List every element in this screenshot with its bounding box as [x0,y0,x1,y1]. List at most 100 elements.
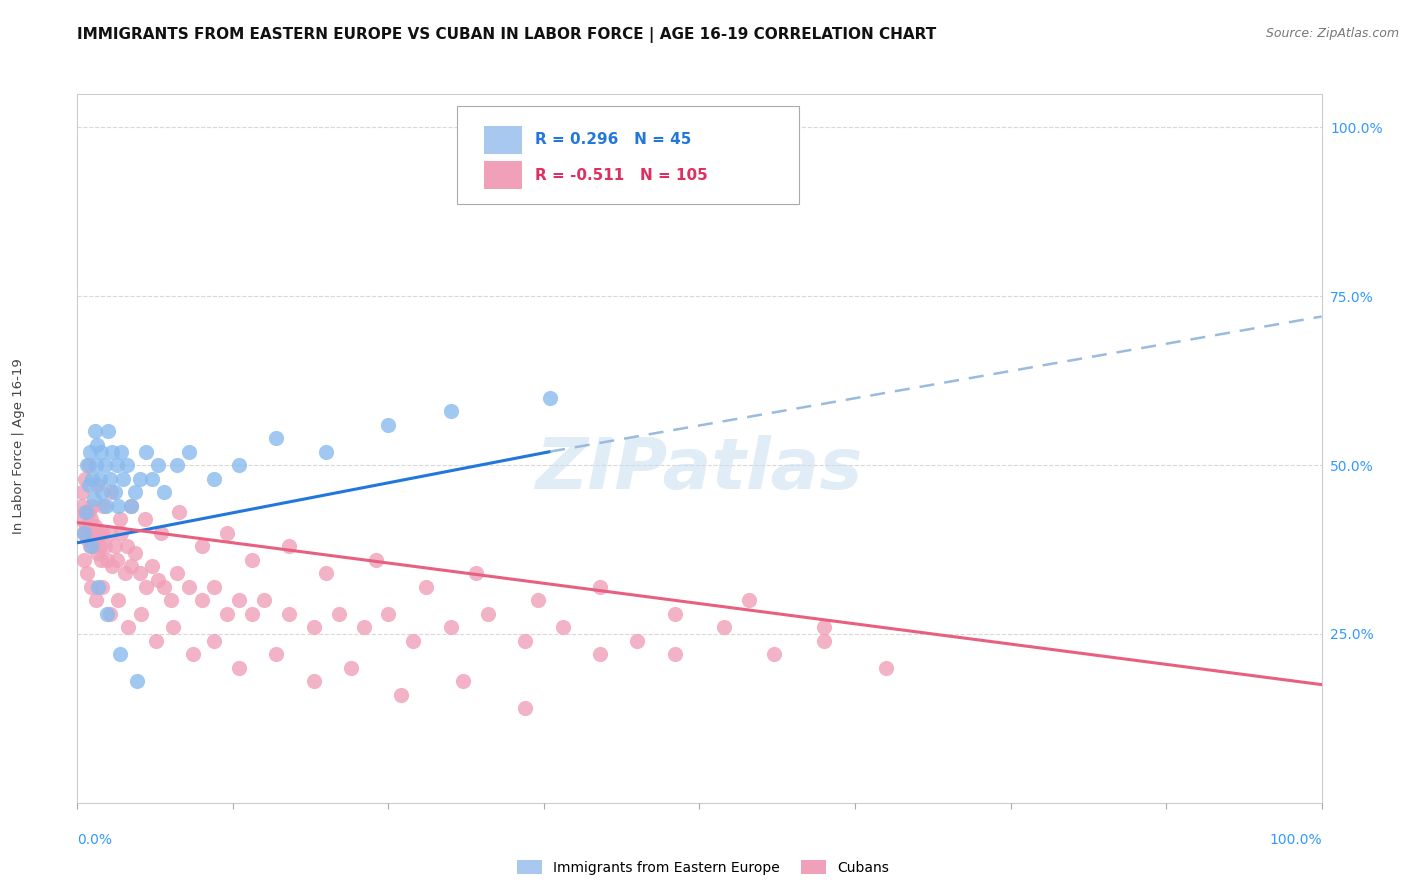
Point [202,580,225,594]
Text: Source: ZipAtlas.com: Source: ZipAtlas.com [1265,27,1399,40]
Point [84,458,107,472]
Point [108,647,131,661]
Point [464,566,486,581]
Point [134,512,156,526]
Point [117,620,139,634]
Point [526,593,548,607]
Point [112,472,135,486]
Point [149,525,172,540]
Point [90,444,112,458]
Point [179,444,201,458]
Point [89,472,111,486]
Point [440,404,463,418]
Point [75,505,97,519]
Point [72,552,94,566]
Point [89,539,111,553]
Point [86,478,108,492]
Point [86,438,108,452]
Point [90,552,112,566]
Text: In Labor Force | Age 16-19: In Labor Force | Age 16-19 [11,358,25,534]
Point [166,458,188,472]
Point [77,505,100,519]
Point [105,458,128,472]
Point [538,391,561,405]
Point [135,444,157,458]
Point [120,499,142,513]
Point [82,499,104,513]
Point [110,444,132,458]
Point [141,559,163,574]
Point [377,607,399,621]
Point [93,458,115,472]
Point [124,485,146,500]
Point [83,491,105,506]
Point [77,458,100,472]
Point [141,472,163,486]
Point [128,566,150,581]
Point [115,458,138,472]
Point [589,647,612,661]
Point [135,580,157,594]
Point [515,633,537,648]
Point [87,580,110,594]
Point [104,539,127,553]
Point [98,607,121,621]
Point [120,559,142,574]
Point [80,512,103,526]
Point [105,552,128,566]
Point [240,552,263,566]
Point [713,620,735,634]
Point [415,580,437,594]
Point [763,647,786,661]
Point [124,546,146,560]
Point [153,485,176,500]
Point [104,485,127,500]
Point [353,620,375,634]
Point [75,519,97,533]
Point [377,417,399,432]
Point [181,647,204,661]
Point [86,546,108,560]
Point [110,525,132,540]
Point [202,472,225,486]
Point [228,593,250,607]
Point [76,533,98,547]
Point [96,552,118,566]
Point [589,580,612,594]
Text: 100.0%: 100.0% [1270,833,1322,847]
Point [77,478,100,492]
Point [98,525,121,540]
Point [551,620,574,634]
Point [80,539,103,553]
Point [253,593,276,607]
Point [80,580,103,594]
Point [73,505,96,519]
Point [93,539,115,553]
Point [76,458,98,472]
Point [159,593,181,607]
Point [108,512,131,526]
Point [100,485,122,500]
Point [266,431,288,445]
Point [515,701,537,715]
Point [813,633,835,648]
Point [114,566,136,581]
Point [101,559,124,574]
Point [302,620,325,634]
Point [440,620,463,634]
Point [83,539,105,553]
Text: R = -0.511   N = 105: R = -0.511 N = 105 [536,168,709,183]
Point [626,633,648,648]
Point [115,539,138,553]
Point [125,674,148,689]
Point [76,566,98,581]
Point [96,607,118,621]
Point [153,580,176,594]
Point [107,499,129,513]
Point [664,647,686,661]
Point [364,552,387,566]
Point [73,472,96,486]
Point [91,525,114,540]
FancyBboxPatch shape [484,161,522,189]
Point [98,472,121,486]
